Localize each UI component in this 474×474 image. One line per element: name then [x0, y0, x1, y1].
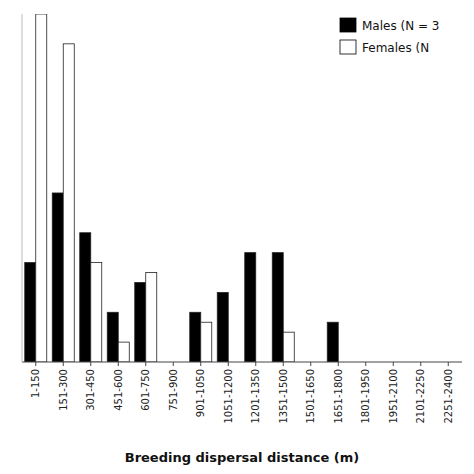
x-tick: [310, 362, 311, 366]
bar: [91, 263, 102, 362]
bar: [63, 44, 74, 362]
x-tick-label: 901-1050: [195, 369, 206, 417]
legend-swatch: [340, 40, 356, 54]
x-tick: [35, 362, 36, 366]
axes: 1-150 151-300 301-450 451-600 601-750 751-900…: [22, 14, 462, 424]
x-tick-label: 1801-1950: [360, 369, 371, 424]
bar: [190, 312, 201, 362]
x-axis-label: Breeding dispersal distance (m): [125, 450, 360, 465]
x-tick: [448, 362, 449, 366]
x-tick: [338, 362, 339, 366]
x-tick: [255, 362, 256, 366]
legend-label: Males (N = 3: [362, 19, 439, 33]
x-tick-label: 1051-1200: [223, 369, 234, 424]
x-tick-label: 451-600: [113, 369, 124, 411]
chart: 1-150 151-300 301-450 451-600 601-750 751-900…: [0, 0, 474, 474]
legend: Males (N = 3 Females (N: [340, 18, 439, 55]
x-tick-label: 2101-2250: [415, 369, 426, 424]
legend-label: Females (N: [362, 41, 429, 55]
x-tick: [283, 362, 284, 366]
x-tick: [118, 362, 119, 366]
x-tick-label: 1351-1500: [278, 369, 289, 424]
bar: [283, 332, 294, 362]
x-tick: [420, 362, 421, 366]
bar: [118, 342, 129, 362]
x-tick-label: 1-150: [30, 369, 41, 398]
x-tick: [173, 362, 174, 366]
bar: [107, 312, 118, 362]
bar: [217, 292, 228, 362]
x-tick: [145, 362, 146, 366]
x-tick-label: 2251-2400: [443, 369, 454, 424]
x-tick: [228, 362, 229, 366]
x-tick-label: 1951-2100: [388, 369, 399, 424]
bar: [36, 14, 47, 362]
x-tick-label: 1201-1350: [250, 369, 261, 424]
bars: [25, 14, 339, 362]
x-tick: [365, 362, 366, 366]
x-tick-label: 751-900: [168, 369, 179, 411]
bar: [272, 253, 283, 362]
x-tick: [200, 362, 201, 366]
x-axis-line: [22, 362, 462, 363]
bar: [327, 322, 338, 362]
chart-container: 1-150 151-300 301-450 451-600 601-750 751-900…: [0, 0, 474, 474]
x-tick-label: 301-450: [85, 369, 96, 411]
x-tick-label: 601-750: [140, 369, 151, 411]
bar: [135, 282, 146, 362]
x-tick: [63, 362, 64, 366]
x-tick: [90, 362, 91, 366]
bar: [146, 273, 157, 362]
x-tick-label: 1651-1800: [333, 369, 344, 424]
x-tick: [393, 362, 394, 366]
x-tick-label: 151-300: [58, 369, 69, 411]
bar: [80, 233, 91, 362]
bar: [245, 253, 256, 362]
bar: [52, 193, 63, 362]
x-tick-label: 1501-1650: [305, 369, 316, 424]
bar: [25, 263, 36, 362]
legend-swatch: [340, 18, 356, 32]
y-axis-line: [22, 14, 23, 362]
bar: [201, 322, 212, 362]
